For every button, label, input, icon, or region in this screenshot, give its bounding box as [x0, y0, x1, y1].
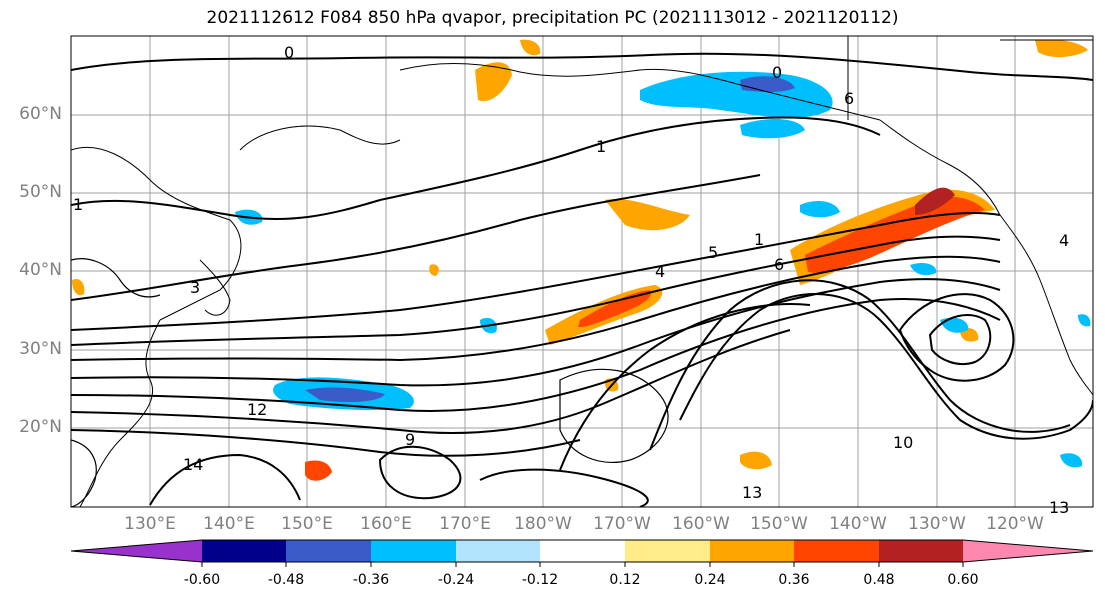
contour-label: 10	[893, 433, 913, 452]
colorbar-segment	[625, 540, 710, 562]
lat-label: 40°N	[19, 260, 62, 280]
colorbar-segment	[371, 540, 456, 562]
contour-label: 4	[1059, 231, 1069, 250]
colorbar-tick-label: 0.48	[863, 572, 895, 588]
colorbar-tick-label: -0.48	[267, 572, 305, 588]
lon-label: 160°E	[360, 514, 412, 534]
contour-label: 13	[1049, 498, 1069, 517]
colorbar-tick-label: -0.36	[352, 572, 390, 588]
qvapor-contours	[71, 52, 1093, 507]
colorbar-tick-label: 0.12	[609, 572, 641, 588]
lon-label: 130°E	[124, 514, 176, 534]
colorbar-tick-label: 0.36	[778, 572, 810, 588]
plot-frame	[70, 35, 1094, 508]
lon-label: 170°W	[593, 514, 651, 534]
lon-label: 130°W	[908, 514, 966, 534]
lon-label: 170°E	[439, 514, 491, 534]
contour-label: 6	[774, 255, 784, 274]
contour-label: 13	[742, 483, 762, 502]
lon-label: 150°E	[281, 514, 333, 534]
colorbar-segment	[540, 540, 625, 562]
precip-negative-shading	[235, 71, 1091, 468]
colorbar-tick-label: -0.24	[437, 572, 475, 588]
colorbar	[70, 539, 1094, 567]
colorbar-segment	[794, 540, 879, 562]
lon-label: 160°W	[672, 514, 730, 534]
lat-label: 50°N	[19, 182, 62, 202]
lon-label: 140°E	[203, 514, 255, 534]
lat-label: 20°N	[19, 417, 62, 437]
colorbar-segment	[286, 540, 371, 562]
contour-label: 0	[284, 43, 294, 62]
colorbar-tick-label: -0.12	[521, 572, 559, 588]
colorbar-segment	[456, 540, 540, 562]
contour-label: 3	[190, 278, 200, 297]
lat-label: 60°N	[19, 104, 62, 124]
contour-label: 5	[708, 243, 718, 262]
qvapor-contours-thin	[71, 258, 669, 507]
contour-label: 6	[844, 89, 854, 108]
contour-label-group: 0 0 1 1 3 4 5 6 9 12 10 13 13 14 6 4 1	[73, 43, 1069, 517]
contour-label: 9	[405, 430, 415, 449]
contour-label: 14	[183, 455, 203, 474]
contour-label: 1	[73, 195, 83, 214]
lon-label: 180°W	[514, 514, 572, 534]
colorbar-extend-low	[71, 540, 202, 562]
colorbar-segment	[710, 540, 794, 562]
lat-label: 30°N	[19, 339, 62, 359]
contour-label: 12	[247, 400, 267, 419]
lon-label: 150°W	[750, 514, 808, 534]
colorbar-segment	[202, 540, 286, 562]
colorbar-tick-label: 0.60	[947, 572, 979, 588]
contour-label: 1	[754, 230, 764, 249]
colorbar-segment	[879, 540, 963, 562]
contour-label: 1	[596, 137, 606, 156]
map-title: 2021112612 F084 850 hPa qvapor, precipit…	[206, 8, 899, 28]
colorbar-tick-label: -0.60	[183, 572, 221, 588]
colorbar-tick-label: 0.24	[694, 572, 726, 588]
lon-label: 120°W	[986, 514, 1044, 534]
contour-label: 0	[772, 63, 782, 82]
lon-label: 140°W	[829, 514, 887, 534]
colorbar-extend-high	[963, 540, 1093, 562]
contour-label: 4	[655, 262, 665, 281]
